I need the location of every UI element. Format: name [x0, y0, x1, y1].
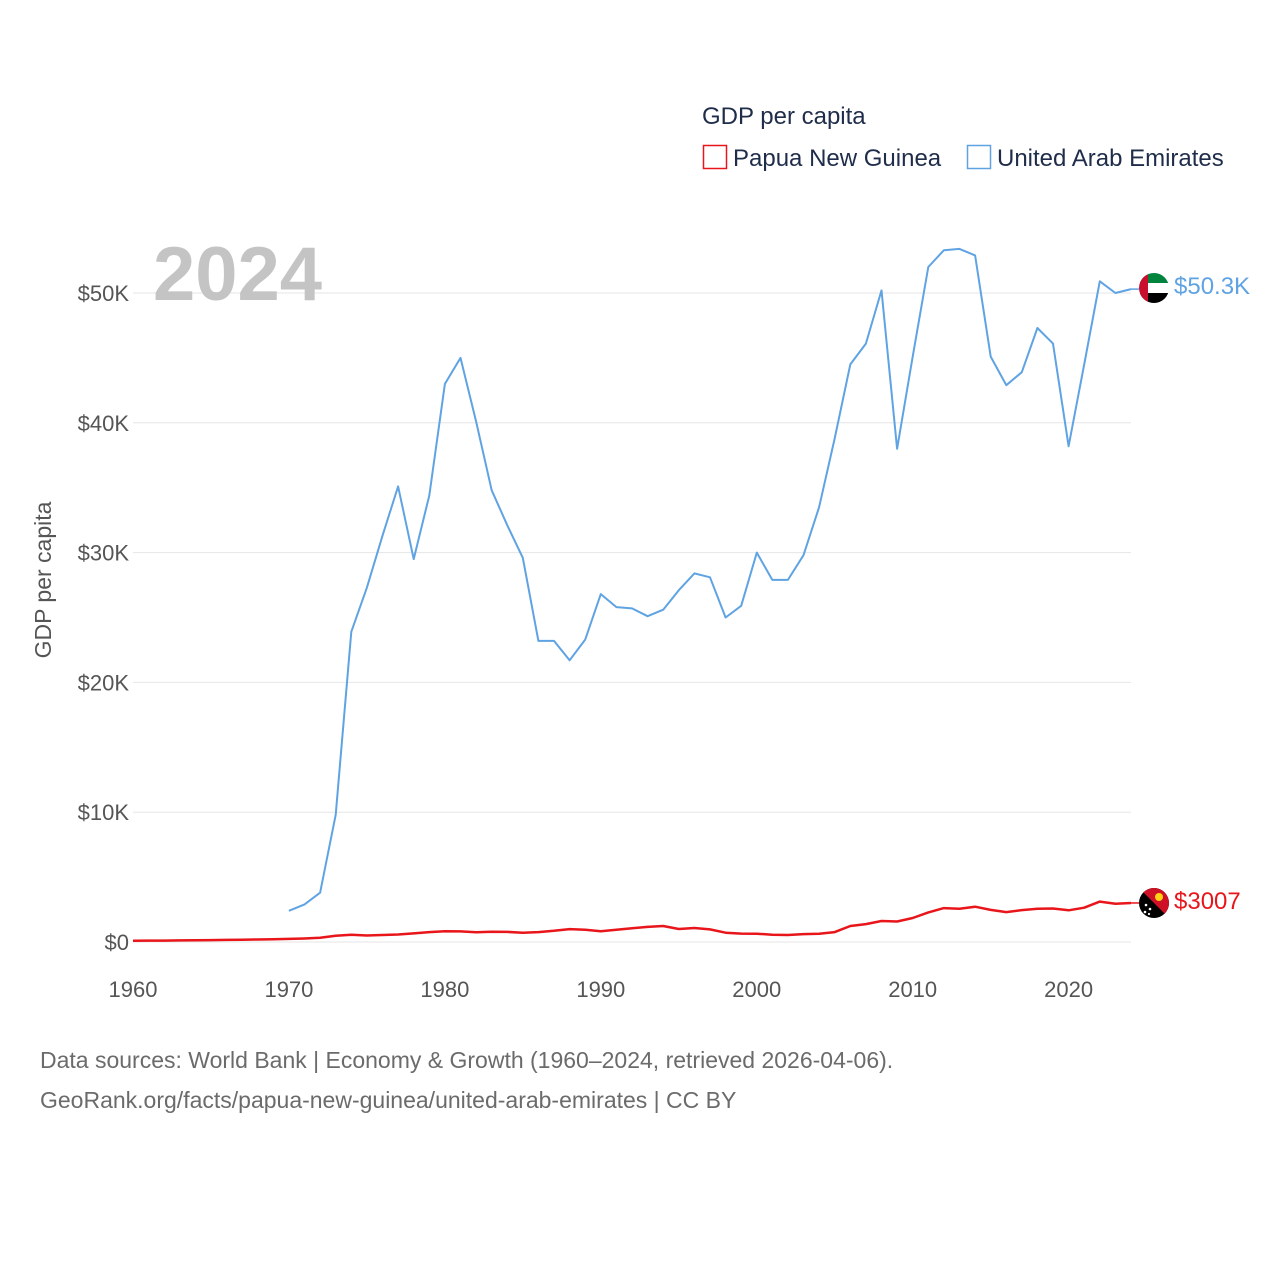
- series-line-united-arab-emirates[interactable]: [288, 247, 1132, 912]
- legend-label-papua-new-guinea[interactable]: Papua New Guinea: [733, 145, 942, 172]
- y-tick-label: $30K: [78, 541, 130, 566]
- y-axis-title: GDP per capita: [30, 501, 56, 658]
- legend-swatch-united-arab-emirates[interactable]: [966, 144, 992, 170]
- end-value-label-united-arab-emirates: $50.3K: [1174, 273, 1250, 300]
- source-line-2[interactable]: GeoRank.org/facts/papua-new-guinea/unite…: [40, 1087, 736, 1113]
- source-line-1: Data sources: World Bank | Economy & Gro…: [40, 1047, 893, 1073]
- x-tick-label: 2010: [888, 977, 937, 1002]
- x-tick-label: 2000: [732, 977, 781, 1002]
- y-tick-label: $50K: [78, 281, 130, 306]
- legend: GDP per capita Papua New Guinea United A…: [702, 103, 1224, 172]
- x-tick-label: 1990: [576, 977, 625, 1002]
- legend-title: GDP per capita: [702, 103, 866, 130]
- x-tick-label: 1970: [264, 977, 313, 1002]
- gridlines: [133, 292, 1131, 943]
- series-lines: [132, 247, 1139, 942]
- y-tick-label: $0: [105, 930, 129, 955]
- end-value-label-papua-new-guinea: $3007: [1174, 888, 1241, 915]
- legend-label-united-arab-emirates[interactable]: United Arab Emirates: [997, 145, 1224, 172]
- y-tick-label: $10K: [78, 800, 130, 825]
- end-markers: $50.3K $3007: [1139, 273, 1250, 918]
- x-axis-ticks: 1960 1970 1980 1990 2000 2010 2020: [109, 977, 1094, 1002]
- source-footnote: Data sources: World Bank | Economy & Gro…: [40, 1047, 893, 1113]
- y-tick-label: $40K: [78, 411, 130, 436]
- series-line-papua-new-guinea[interactable]: [132, 900, 1132, 942]
- year-watermark: 2024: [153, 232, 322, 317]
- x-tick-label: 2020: [1044, 977, 1093, 1002]
- legend-swatch-papua-new-guinea[interactable]: [702, 144, 728, 170]
- papua-new-guinea-flag-icon: [1139, 888, 1169, 918]
- united-arab-emirates-flag-icon: [1139, 273, 1169, 303]
- y-tick-label: $20K: [78, 670, 130, 695]
- y-axis-ticks: $0 $10K $20K $30K $40K $50K: [78, 281, 130, 955]
- x-tick-label: 1960: [109, 977, 158, 1002]
- x-tick-label: 1980: [420, 977, 469, 1002]
